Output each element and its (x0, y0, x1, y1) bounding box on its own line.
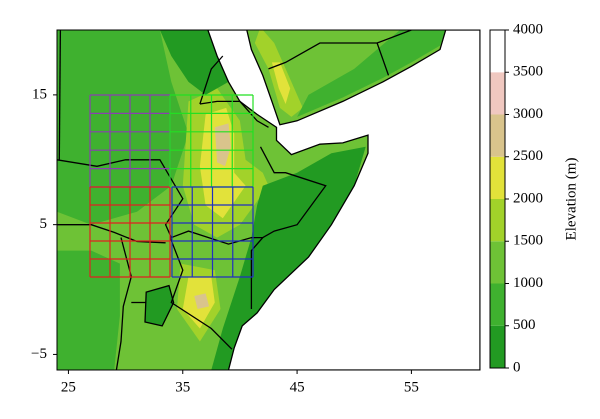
ocean (207, 30, 480, 370)
colorbar-tick-label: 1500 (513, 233, 543, 249)
colorbar-tick-label: 2500 (513, 148, 543, 164)
elevation-zone (211, 146, 366, 370)
elevation-zone (271, 62, 291, 104)
country-border (259, 146, 327, 239)
colorbar-band (490, 241, 505, 284)
elevation-zone (159, 30, 229, 95)
colorbar-tick-label: 3000 (513, 106, 543, 122)
colorbar-band (490, 72, 505, 115)
colorbar-band (490, 114, 505, 157)
elevation-zone (214, 123, 231, 167)
colorbar-tick-label: 1000 (513, 275, 543, 291)
colorbar-label: Elevation (m) (563, 158, 579, 241)
colorbar-band (490, 30, 505, 73)
colorbar-tick-label: 3500 (513, 64, 543, 80)
region-grids (89, 94, 254, 278)
country-border (58, 30, 62, 160)
x-tick-label: 45 (290, 379, 305, 395)
x-tick-label: 25 (61, 379, 76, 395)
country-border (57, 224, 166, 244)
colorbar-band (490, 199, 505, 242)
country-border (57, 159, 265, 309)
x-tick-label: 55 (404, 379, 419, 395)
elevation-zone (194, 293, 210, 309)
plot-frame (56, 29, 481, 371)
elevation-zone (57, 250, 120, 370)
colorbar-tick-label: 2000 (513, 190, 543, 206)
colorbar-tick-label: 0 (513, 359, 521, 375)
country-border (376, 42, 390, 76)
country-border (199, 55, 224, 105)
y-tick-label: −5 (31, 346, 47, 362)
y-tick-label: 15 (32, 86, 47, 102)
lake (144, 284, 175, 327)
y-tick-label: 5 (40, 216, 48, 232)
colorbar-band (490, 283, 505, 326)
colorbar-band (490, 156, 505, 199)
colorbar-band (490, 325, 505, 368)
country-border (115, 237, 132, 370)
x-tick-label: 35 (175, 379, 190, 395)
colorbar-tick-label: 4000 (513, 21, 543, 37)
country-border (268, 30, 412, 70)
colorbar-tick-label: 500 (513, 317, 536, 333)
terrain (57, 30, 480, 370)
elevation-zone (297, 30, 446, 117)
